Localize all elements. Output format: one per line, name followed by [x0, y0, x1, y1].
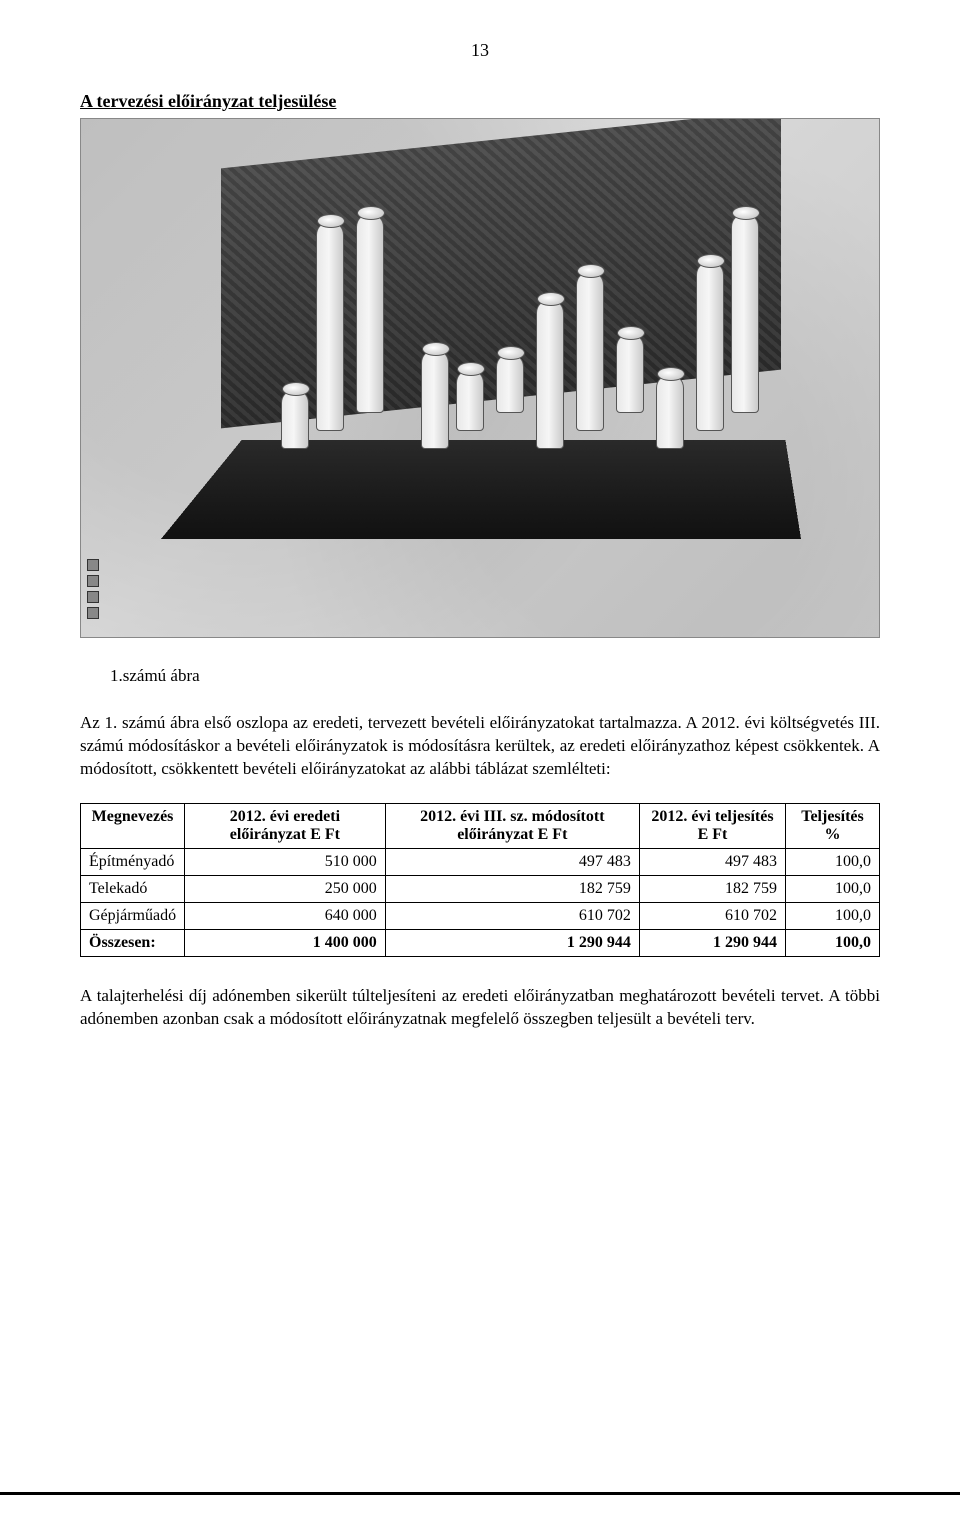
table-row: Gépjárműadó640 000610 702610 702100,0	[81, 902, 880, 929]
cell-modositott: 497 483	[385, 848, 639, 875]
cell-eredeti: 250 000	[185, 875, 386, 902]
chart-bar	[656, 374, 684, 449]
chart-floor	[161, 440, 801, 539]
col-teljesites: 2012. évi teljesítés E Ft	[639, 803, 785, 848]
col-eredeti: 2012. évi eredeti előirányzat E Ft	[185, 803, 386, 848]
document-page: 13 A tervezési előirányzat teljesülése 1…	[0, 0, 960, 1519]
cell-teljesites: 182 759	[639, 875, 785, 902]
chart-bar	[616, 333, 644, 413]
cell-modositott: 182 759	[385, 875, 639, 902]
cell-modositott: 1 290 944	[385, 929, 639, 956]
budget-table: Megnevezés 2012. évi eredeti előirányzat…	[80, 803, 880, 957]
cell-label: Összesen:	[81, 929, 185, 956]
legend-swatch	[87, 575, 99, 587]
cell-teljesites: 610 702	[639, 902, 785, 929]
chart-bar	[696, 261, 724, 431]
cell-teljesites-p: 100,0	[785, 929, 879, 956]
chart-bar	[496, 353, 524, 413]
cell-teljesites: 497 483	[639, 848, 785, 875]
figure-caption: 1.számú ábra	[110, 666, 880, 686]
cell-label: Telekadó	[81, 875, 185, 902]
table-header-row: Megnevezés 2012. évi eredeti előirányzat…	[81, 803, 880, 848]
col-modositott: 2012. évi III. sz. módosított előirányza…	[385, 803, 639, 848]
chart-3d-container	[161, 179, 801, 539]
paragraph-2: A talajterhelési díj adónemben sikerült …	[80, 985, 880, 1031]
chart-bar	[731, 213, 759, 413]
paragraph-1: Az 1. számú ábra első oszlopa az eredeti…	[80, 712, 880, 781]
cell-eredeti: 1 400 000	[185, 929, 386, 956]
legend-swatch	[87, 607, 99, 619]
chart-bar	[356, 213, 384, 413]
legend-swatch	[87, 559, 99, 571]
cell-teljesites-p: 100,0	[785, 875, 879, 902]
table-row: Telekadó250 000182 759182 759100,0	[81, 875, 880, 902]
col-megnevezes: Megnevezés	[81, 803, 185, 848]
chart-bar	[421, 349, 449, 449]
col-teljesites-p: Teljesítés %	[785, 803, 879, 848]
cell-label: Építményadó	[81, 848, 185, 875]
page-number: 13	[80, 40, 880, 61]
cell-eredeti: 640 000	[185, 902, 386, 929]
section-title: A tervezési előirányzat teljesülése	[80, 91, 880, 112]
legend-swatch	[87, 591, 99, 603]
chart-bar	[576, 271, 604, 431]
chart-bar	[281, 389, 309, 449]
cell-teljesites-p: 100,0	[785, 848, 879, 875]
chart-bar	[316, 221, 344, 431]
cell-modositott: 610 702	[385, 902, 639, 929]
table-row: Építményadó510 000497 483497 483100,0	[81, 848, 880, 875]
cell-teljesites: 1 290 944	[639, 929, 785, 956]
page-bottom-rule	[0, 1492, 960, 1495]
figure-3d-bar-chart	[80, 118, 880, 638]
cell-teljesites-p: 100,0	[785, 902, 879, 929]
chart-bar	[536, 299, 564, 449]
cell-label: Gépjárműadó	[81, 902, 185, 929]
chart-bar	[456, 369, 484, 431]
table-total-row: Összesen:1 400 0001 290 9441 290 944100,…	[81, 929, 880, 956]
cell-eredeti: 510 000	[185, 848, 386, 875]
